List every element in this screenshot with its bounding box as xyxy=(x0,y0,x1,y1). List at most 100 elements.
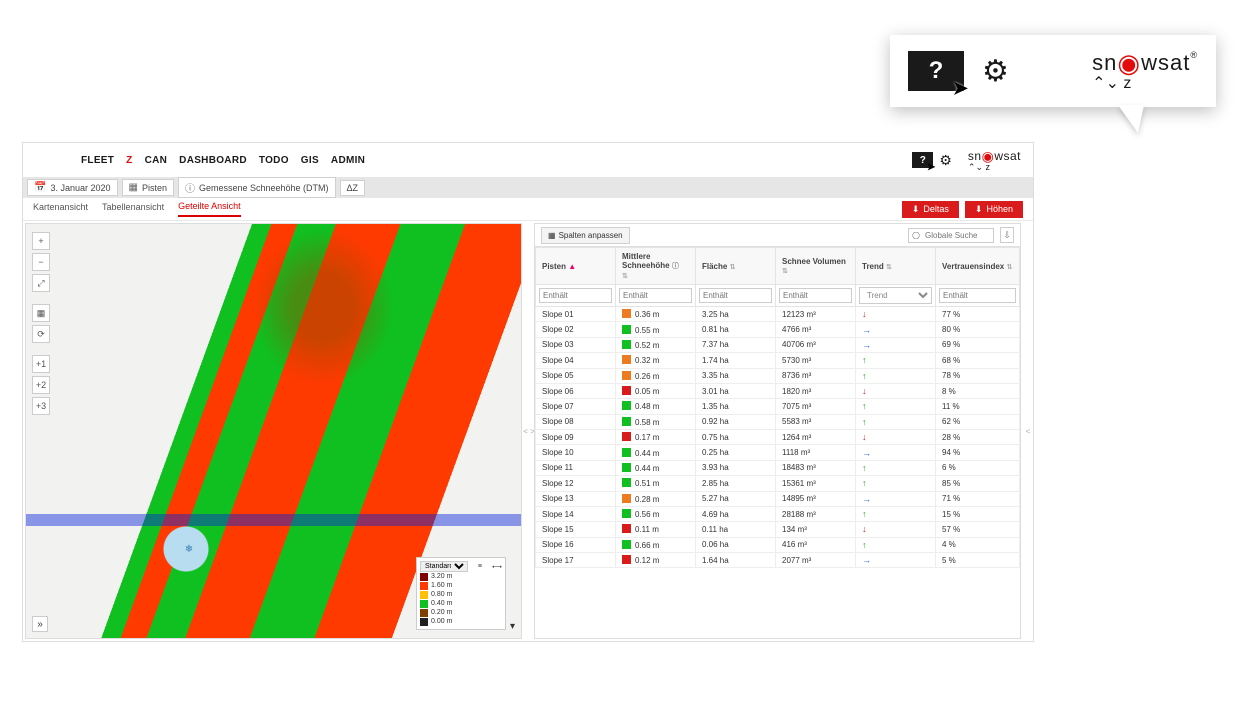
brand-reg: ® xyxy=(1190,50,1198,60)
dz-label: ΔZ xyxy=(347,183,359,193)
table-row[interactable]: Slope 040.32 m1.74 ha5730 m³↑68 % xyxy=(536,353,1020,368)
map-legend: Standard ≡ ⟷ 3.20 m1.60 m0.80 m0.40 m0.2… xyxy=(416,557,506,630)
export-button[interactable]: ⇩ xyxy=(1000,227,1014,243)
table-row[interactable]: Slope 160.66 m0.06 ha416 m³↑4 % xyxy=(536,537,1020,552)
refresh-button[interactable]: ⟳ xyxy=(32,325,50,343)
nav-admin[interactable]: ADMIN xyxy=(331,155,365,166)
table-row[interactable]: Slope 030.52 m7.37 ha40706 m³→69 % xyxy=(536,337,1020,352)
help-button-large[interactable]: ? ➤ xyxy=(908,51,964,91)
nav-gis[interactable]: GIS xyxy=(301,155,319,166)
nav-can[interactable]: CAN xyxy=(145,155,168,166)
table-row[interactable]: Slope 080.58 m0.92 ha5583 m³↑62 % xyxy=(536,414,1020,429)
layer-button[interactable]: ▦ xyxy=(32,304,50,322)
filter-flaeche[interactable] xyxy=(699,288,772,303)
help-icon: ? xyxy=(929,57,944,85)
col-flaeche[interactable]: Fläche ⇅ xyxy=(696,248,776,285)
legend-row: 0.80 m xyxy=(420,590,502,599)
col-confidence[interactable]: Vertrauensindex ⇅ xyxy=(936,248,1020,285)
date-picker[interactable]: 📅 3. Januar 2020 xyxy=(27,179,118,196)
tab-map[interactable]: Kartenansicht xyxy=(33,202,88,216)
nav-z[interactable]: Z xyxy=(126,155,132,166)
brand-logo-sm: sn◉wsat ⌃⌄ z xyxy=(968,149,1021,172)
legend-range-icon[interactable]: ⟷ xyxy=(492,563,502,571)
layer-picker[interactable]: ▦ Pisten xyxy=(122,179,174,196)
table-row[interactable]: Slope 010.36 m3.25 ha12123 m³↓77 % xyxy=(536,307,1020,322)
map-play-button[interactable]: ▾ xyxy=(510,621,515,632)
brand-o-icon: ◉ xyxy=(1117,50,1141,76)
map-expand-button[interactable]: » xyxy=(32,616,48,632)
nav-todo[interactable]: TODO xyxy=(259,155,289,166)
table-row[interactable]: Slope 100.44 m0.25 ha1118 m³→94 % xyxy=(536,445,1020,460)
map-controls: + − ⤢ ▦ ⟳ +1 +2 +3 xyxy=(32,232,50,415)
map-pane[interactable]: ❄ ❄ ❄ + − ⤢ ▦ ⟳ +1 +2 +3 Standard xyxy=(25,223,522,639)
table-row[interactable]: Slope 120.51 m2.85 ha15361 m³↑85 % xyxy=(536,476,1020,491)
col-trend[interactable]: Trend ⇅ xyxy=(856,248,936,285)
table-row[interactable]: Slope 130.28 m5.27 ha14895 m³→71 % xyxy=(536,491,1020,506)
context-toolbar: 📅 3. Januar 2020 ▦ Pisten ⓘ Gemessene Sc… xyxy=(23,177,1033,198)
app-window: FLEET Z CAN DASHBOARD TODO GIS ADMIN ? ➤… xyxy=(22,142,1034,642)
preset-2-button[interactable]: +2 xyxy=(32,376,50,394)
download-hoehen-button[interactable]: ⬇ Höhen xyxy=(965,201,1023,218)
filter-schnee[interactable] xyxy=(619,288,692,303)
legend-row: 0.00 m xyxy=(420,617,502,626)
tab-split[interactable]: Geteilte Ansicht xyxy=(178,201,241,217)
settings-button[interactable]: ⚙ xyxy=(939,152,952,169)
filter-trend[interactable]: Trend xyxy=(859,287,932,304)
nav-dashboard[interactable]: DASHBOARD xyxy=(179,155,247,166)
legend-list-icon[interactable]: ≡ xyxy=(478,563,482,570)
data-grid: Pisten ▲ Mittlere Schneehöhe ⓘ⇅ Fläche ⇅… xyxy=(535,246,1020,638)
table-row[interactable]: Slope 150.11 m0.11 ha134 m³↓57 % xyxy=(536,522,1020,537)
settings-button-large[interactable]: ⚙ xyxy=(982,54,1009,89)
zoom-out-button[interactable]: − xyxy=(32,253,50,271)
filter-conf[interactable] xyxy=(939,288,1016,303)
split-content: ❄ ❄ ❄ + − ⤢ ▦ ⟳ +1 +2 +3 Standard xyxy=(23,221,1033,641)
download-icon: ⬇ xyxy=(912,204,920,215)
legend-row: 0.40 m xyxy=(420,599,502,608)
legend-preset-select[interactable]: Standard xyxy=(420,561,468,572)
measure-picker[interactable]: ⓘ Gemessene Schneehöhe (DTM) xyxy=(178,177,336,198)
splitter-right[interactable]: < xyxy=(1023,221,1033,641)
table-toolbar: ▦ Spalten anpassen ⇩ xyxy=(535,224,1020,246)
zoom-in-button[interactable]: + xyxy=(32,232,50,250)
download-deltas-button[interactable]: ⬇ Deltas xyxy=(902,201,959,218)
table-row[interactable]: Slope 020.55 m0.81 ha4766 m³→80 % xyxy=(536,322,1020,337)
table-row[interactable]: Slope 070.48 m1.35 ha7075 m³↑11 % xyxy=(536,399,1020,414)
col-schneehoehe[interactable]: Mittlere Schneehöhe ⓘ⇅ xyxy=(616,248,696,285)
legend-row: 1.60 m xyxy=(420,581,502,590)
table-row[interactable]: Slope 060.05 m3.01 ha1820 m³↓8 % xyxy=(536,383,1020,398)
splitter-left[interactable]: < > xyxy=(524,221,534,641)
help-button[interactable]: ? ➤ xyxy=(912,152,933,168)
adjust-label: Spalten anpassen xyxy=(559,231,623,240)
columns-icon: ▦ xyxy=(548,231,556,240)
preset-3-button[interactable]: +3 xyxy=(32,397,50,415)
table-row[interactable]: Slope 090.17 m0.75 ha1264 m³↓28 % xyxy=(536,430,1020,445)
filter-pisten[interactable] xyxy=(539,288,612,303)
tab-table[interactable]: Tabellenansicht xyxy=(102,202,164,216)
table-row[interactable]: Slope 140.56 m4.69 ha28188 m³↑15 % xyxy=(536,506,1020,521)
filter-vol[interactable] xyxy=(779,288,852,303)
info-icon: ⓘ xyxy=(185,180,195,195)
table-pane: ▦ Spalten anpassen ⇩ Pisten ▲ Mittlere S… xyxy=(534,223,1021,639)
fullscreen-button[interactable]: ⤢ xyxy=(32,274,50,292)
date-value: 3. Januar 2020 xyxy=(50,183,110,193)
global-search-input[interactable] xyxy=(908,228,994,243)
deltas-label: Deltas xyxy=(923,204,949,214)
col-pisten[interactable]: Pisten ▲ xyxy=(536,248,616,285)
brand-sub: ⌃⌄ z xyxy=(1092,76,1131,92)
adjust-columns-button[interactable]: ▦ Spalten anpassen xyxy=(541,227,630,244)
preset-1-button[interactable]: +1 xyxy=(32,355,50,373)
snow-marker-icon[interactable]: ❄ xyxy=(182,542,196,556)
table-row[interactable]: Slope 050.26 m3.35 ha8736 m³↑78 % xyxy=(536,368,1020,383)
col-volumen[interactable]: Schnee Volumen ⇅ xyxy=(776,248,856,285)
top-nav: FLEET Z CAN DASHBOARD TODO GIS ADMIN ? ➤… xyxy=(23,143,1033,177)
table-row[interactable]: Slope 170.12 m1.64 ha2077 m³→5 % xyxy=(536,553,1020,568)
layer-icon: ▦ xyxy=(129,182,138,193)
legend-row: 0.20 m xyxy=(420,608,502,617)
cursor-icon-sm: ➤ xyxy=(927,162,935,173)
brand-part-b: wsat xyxy=(1141,50,1190,75)
table-row[interactable]: Slope 110.44 m3.93 ha18483 m³↑6 % xyxy=(536,460,1020,475)
nav-fleet[interactable]: FLEET xyxy=(81,155,114,166)
measure-value: Gemessene Schneehöhe (DTM) xyxy=(199,183,329,193)
dz-toggle[interactable]: ΔZ xyxy=(340,180,366,196)
callout-tail xyxy=(1118,105,1144,133)
